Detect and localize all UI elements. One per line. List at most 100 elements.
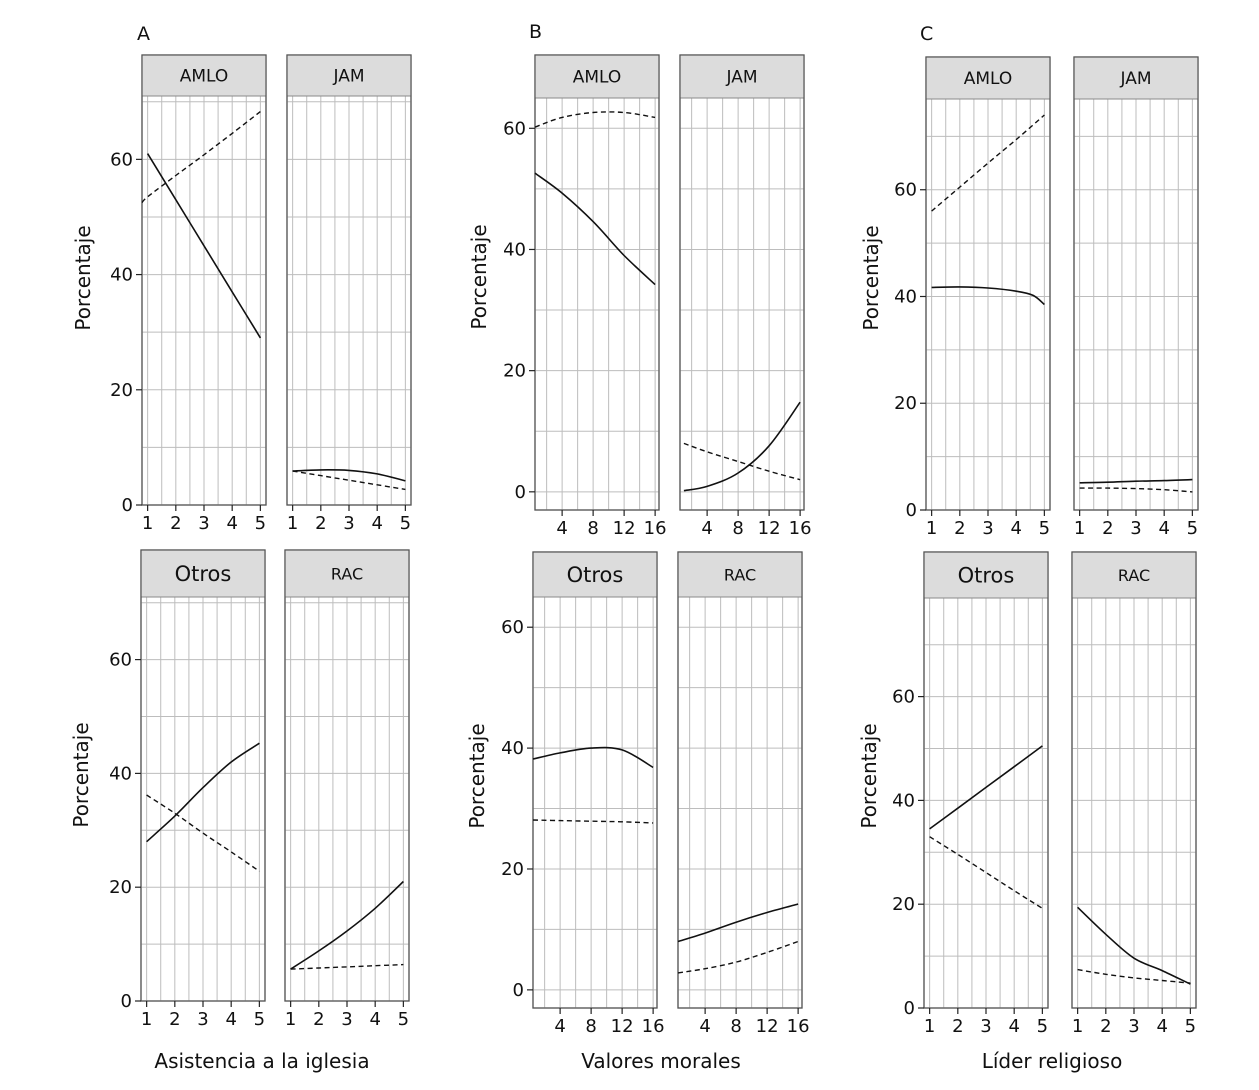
panel-c-jam: JAM 1 2 3 4 5: [1073, 56, 1199, 539]
x-tick-label: 5: [1187, 518, 1198, 539]
x-tick-label: 5: [400, 513, 411, 534]
x-tick-label: 8: [730, 1016, 741, 1037]
panel-b-rac: RAC 4 8 12 16: [677, 551, 810, 1037]
x-tick-label: 3: [341, 1009, 352, 1030]
series-line-dashed: [292, 470, 406, 491]
y-tick-label: 20: [110, 380, 133, 401]
x-tick-label: 1: [1072, 1016, 1083, 1037]
panel-b-amlo: AMLO 4 8 12 16 0 20 40 60: [503, 54, 667, 539]
panel-b-jam: JAM 4 8 12 16: [679, 54, 812, 539]
series-line-dashed: [1079, 487, 1193, 493]
series-line-solid: [1077, 906, 1191, 985]
series-line-solid: [532, 746, 654, 769]
x-tick-label: 5: [254, 1009, 265, 1030]
strip-label: AMLO: [964, 69, 1013, 89]
strip-label: JAM: [725, 68, 757, 88]
x-tick-label: 1: [926, 518, 937, 539]
y-axis-label-c-bottom: Porcentaje: [857, 723, 881, 828]
strip-header: [677, 551, 803, 598]
x-tick-label: 16: [644, 518, 667, 539]
panel-frame: [532, 551, 658, 1009]
y-tick-label: 40: [110, 265, 133, 286]
x-tick-label: 1: [142, 513, 153, 534]
x-tick-label: 3: [982, 518, 993, 539]
x-tick-label: 5: [1037, 1016, 1048, 1037]
y-tick-label: 0: [122, 495, 133, 516]
y-tick-label: 0: [121, 991, 132, 1012]
x-tick-label: 4: [556, 518, 567, 539]
strip-label: AMLO: [573, 68, 622, 88]
panel-frame: [534, 54, 660, 511]
panel-a-jam: JAM 1 2 3 4 5: [286, 54, 412, 534]
y-tick-label: 0: [906, 500, 917, 521]
x-tick-label: 4: [554, 1016, 565, 1037]
y-tick-label: 20: [501, 859, 524, 880]
series-line-dashed: [677, 940, 799, 974]
x-tick-label: 12: [758, 518, 781, 539]
y-tick-label: 40: [503, 239, 526, 260]
y-tick-label: 60: [110, 149, 133, 170]
y-axis-label-b-top: Porcentaje: [467, 224, 491, 329]
series-line-solid: [534, 172, 656, 286]
series-line-dashed: [532, 819, 654, 824]
series-line-dashed: [1077, 968, 1191, 984]
x-tick-label: 4: [699, 1016, 710, 1037]
x-tick-label: 2: [1100, 1016, 1111, 1037]
panel-b-otros: Otros 4 8 12 16 0 20 40 60: [501, 551, 665, 1037]
x-tick-label: 4: [226, 513, 237, 534]
panel-a-amlo: AMLO 1 2 3 4 5 0 20 40 60: [110, 54, 267, 534]
y-tick-label: 60: [892, 687, 915, 708]
y-axis-label-a-bottom: Porcentaje: [69, 722, 93, 827]
x-tick-label: 2: [952, 1016, 963, 1037]
strip-header: [141, 54, 267, 97]
y-tick-label: 60: [503, 118, 526, 139]
x-tick-label: 2: [954, 518, 965, 539]
x-tick-label: 12: [611, 1016, 634, 1037]
x-tick-label: 4: [371, 513, 382, 534]
x-axis-label-a: Asistencia a la iglesia: [154, 1049, 369, 1073]
series-line-dashed: [929, 836, 1043, 909]
series-line-solid: [146, 153, 262, 339]
series-line-dashed: [931, 114, 1045, 212]
panel-frame: [677, 551, 803, 1009]
y-tick-label: 20: [892, 894, 915, 915]
x-axis-label-b: Valores morales: [581, 1049, 741, 1073]
x-tick-label: 8: [732, 518, 743, 539]
series-line-solid: [931, 286, 1045, 306]
x-tick-label: 2: [170, 513, 181, 534]
column-title-c: C: [920, 23, 933, 45]
strip-label: Otros: [958, 564, 1015, 588]
strip-label: JAM: [1119, 69, 1151, 89]
series-line-solid: [146, 742, 260, 843]
strip-label: Otros: [567, 563, 624, 587]
series-line-solid: [290, 880, 404, 970]
y-tick-label: 20: [109, 877, 132, 898]
y-tick-label: 40: [894, 286, 917, 307]
panel-c-amlo: AMLO 1 2 3 4 5 0 20 40 60: [894, 56, 1051, 539]
y-tick-label: 20: [503, 361, 526, 382]
x-tick-label: 4: [225, 1009, 236, 1030]
strip-label: Otros: [175, 562, 232, 586]
x-tick-label: 1: [287, 513, 298, 534]
series-line-dashed: [141, 111, 261, 204]
x-tick-label: 3: [1130, 518, 1141, 539]
x-tick-label: 3: [197, 1009, 208, 1030]
series-line-solid: [677, 903, 799, 943]
x-tick-label: 3: [198, 513, 209, 534]
column-title-a: A: [137, 23, 150, 45]
x-tick-label: 1: [285, 1009, 296, 1030]
y-axis-label-a-top: Porcentaje: [71, 225, 95, 330]
panel-a-otros: Otros 1 2 3 4 5 0 20 40 60: [109, 549, 266, 1030]
series-line-solid: [929, 745, 1043, 830]
strip-label: RAC: [724, 565, 756, 584]
panel-border: [534, 54, 660, 511]
x-tick-label: 8: [587, 518, 598, 539]
x-tick-label: 12: [756, 1016, 779, 1037]
x-tick-label: 4: [1010, 518, 1021, 539]
x-tick-label: 1: [924, 1016, 935, 1037]
x-tick-label: 2: [315, 513, 326, 534]
x-tick-label: 5: [1039, 518, 1050, 539]
strip-label: RAC: [1118, 566, 1150, 585]
